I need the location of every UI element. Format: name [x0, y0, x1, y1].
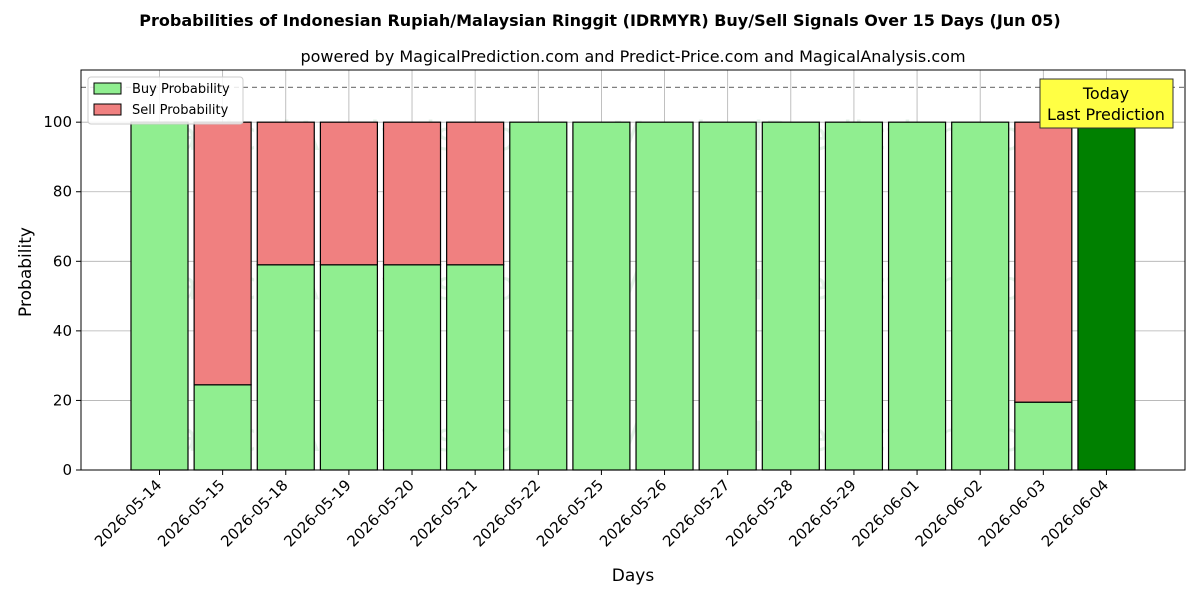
legend-label: Buy Probability [132, 82, 230, 97]
y-tick-label: 40 [53, 322, 72, 340]
buy-bar [130, 121, 189, 471]
x-tick-label: 2026-06-04 [1038, 476, 1112, 550]
x-tick-label: 2026-06-02 [912, 476, 986, 550]
bars [130, 121, 1136, 471]
legend-swatch [93, 103, 122, 116]
x-tick-label: 2026-05-14 [91, 476, 165, 550]
buy-bar [509, 121, 568, 471]
buy-bar [446, 264, 505, 471]
chart-subtitle: powered by MagicalPrediction.com and Pre… [300, 47, 965, 66]
y-axis-ticks: 0 20 40 60 80 100 [43, 113, 81, 479]
y-axis-label: Probability [16, 227, 36, 317]
buy-bar [761, 121, 820, 471]
x-tick-label: 2026-05-15 [154, 476, 228, 550]
buy-bar [951, 121, 1010, 471]
x-tick-label: 2026-06-01 [849, 476, 923, 550]
buy-bar [193, 384, 252, 471]
buy-bar [824, 121, 884, 471]
sell-bar [256, 121, 315, 266]
x-tick-label: 2026-05-29 [785, 476, 859, 550]
x-tick-label: 2026-05-19 [280, 476, 354, 550]
x-tick-label: 2026-05-21 [407, 476, 481, 550]
buy-bar [635, 121, 694, 471]
sell-bar [193, 121, 252, 386]
x-tick-label: 2026-05-28 [722, 476, 796, 550]
y-tick-label: 0 [62, 461, 72, 479]
legend: Buy Probability Sell Probability [87, 76, 244, 125]
x-tick-label: 2026-06-03 [975, 476, 1049, 550]
x-tick-label: 2026-05-18 [217, 476, 291, 550]
y-tick-label: 20 [53, 391, 72, 409]
annotation-line2: Last Prediction [1047, 105, 1165, 124]
buy-bar [319, 264, 378, 471]
x-tick-label: 2026-05-27 [659, 476, 733, 550]
sell-bar [1014, 121, 1073, 403]
annotation-box [1039, 78, 1174, 129]
buy-bar [1077, 121, 1136, 471]
buy-bar [1014, 401, 1073, 471]
legend-swatch [93, 82, 122, 95]
annotation-line1: Today [1082, 84, 1129, 103]
y-tick-label: 100 [43, 113, 72, 131]
buy-bar [382, 264, 442, 471]
buy-bar [887, 121, 947, 471]
sell-bar [319, 121, 378, 266]
x-tick-label: 2026-05-20 [343, 476, 417, 550]
buy-bar [256, 264, 315, 471]
x-tick-label: 2026-05-25 [533, 476, 607, 550]
sell-bar [446, 121, 505, 266]
legend-label: Sell Probability [132, 103, 229, 118]
y-tick-label: 60 [53, 252, 72, 270]
sell-bar [382, 121, 442, 266]
chart-title: Probabilities of Indonesian Rupiah/Malay… [139, 11, 1060, 30]
x-axis-ticks: 2026-05-142026-05-152026-05-182026-05-19… [91, 470, 1112, 550]
plot-frame [80, 69, 1186, 471]
x-tick-label: 2026-05-26 [596, 476, 670, 550]
buy-bar [572, 121, 631, 471]
y-tick-label: 80 [53, 183, 72, 201]
x-axis-label: Days [612, 566, 655, 586]
today-annotation: Today Last Prediction [1039, 78, 1174, 129]
buy-bar [698, 121, 757, 471]
x-tick-label: 2026-05-22 [470, 476, 544, 550]
legend-box [87, 76, 244, 125]
